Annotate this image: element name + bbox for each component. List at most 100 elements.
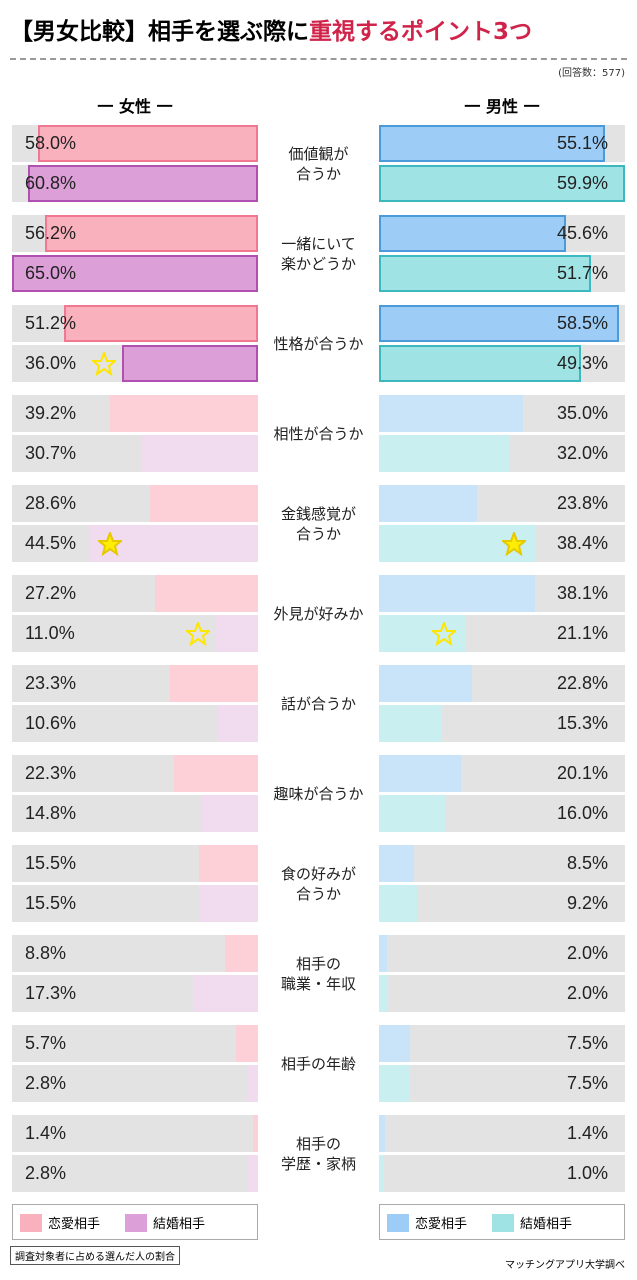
legend-swatch (20, 1214, 42, 1232)
bar (379, 665, 473, 702)
bar (379, 485, 477, 522)
value-label: 35.0% (556, 403, 608, 423)
legend-box (12, 1204, 258, 1240)
bar (141, 435, 258, 472)
legend-label: 結婚相手 (520, 1217, 573, 1232)
bar (224, 935, 258, 972)
value-label: 22.3% (25, 763, 77, 783)
bar-background (12, 1155, 258, 1192)
bar-background (379, 1065, 625, 1102)
bar (27, 165, 258, 202)
bar (121, 345, 258, 382)
bar (247, 1065, 258, 1102)
legend-swatch (492, 1214, 514, 1232)
bar (379, 345, 582, 382)
value-label: 21.1% (556, 623, 608, 643)
category-label: 相手の 職業・年収 (280, 955, 356, 993)
value-label: 7.5% (566, 1073, 608, 1093)
value-label: 1.4% (566, 1123, 608, 1143)
bar-background (12, 1065, 258, 1102)
value-label: 55.1% (556, 133, 608, 153)
bar (45, 215, 258, 252)
bar (379, 1115, 385, 1152)
bar (12, 255, 258, 292)
footnote: 調査対象者に占める選んだ人の割合 (10, 1246, 180, 1265)
bar (169, 665, 258, 702)
star (500, 529, 529, 556)
category-label: 性格が合うか (273, 335, 364, 353)
value-label: 2.8% (25, 1163, 67, 1183)
value-label: 15.3% (556, 713, 608, 733)
legend-label: 結婚相手 (153, 1217, 206, 1232)
bar (379, 705, 442, 742)
legend-swatch (125, 1214, 147, 1232)
value-label: 23.8% (556, 493, 608, 513)
category-label: 食の好みが 合うか (280, 865, 356, 903)
bar-background (379, 1115, 625, 1152)
bar (252, 1115, 258, 1152)
value-label: 36.0% (25, 353, 77, 373)
bar (379, 845, 414, 882)
value-label: 2.0% (566, 943, 608, 963)
divider (10, 58, 627, 60)
bar (109, 395, 258, 432)
value-label: 38.4% (556, 533, 608, 553)
bar-background (12, 1115, 258, 1152)
value-label: 15.5% (25, 853, 77, 873)
bar (379, 215, 566, 252)
value-label: 2.8% (25, 1073, 67, 1093)
bar (149, 485, 258, 522)
legend-label: 恋愛相手 (415, 1217, 468, 1232)
title-highlight: 重視するポイント3つ (309, 19, 533, 45)
value-label: 44.5% (25, 533, 77, 553)
star (429, 619, 458, 646)
value-label: 59.9% (556, 173, 608, 193)
bar (173, 755, 258, 792)
bar (199, 885, 258, 922)
bar (217, 705, 258, 742)
category-label: 趣味が合うか (273, 785, 364, 803)
bar (236, 1025, 258, 1062)
bar (64, 305, 258, 342)
value-label: 5.7% (25, 1033, 67, 1053)
bar (201, 795, 258, 832)
value-label: 11.0% (25, 623, 75, 643)
bar (379, 395, 523, 432)
category-label: 一緒にいて 楽かどうか (280, 235, 356, 273)
panel-title: 一 女性 一 (97, 97, 173, 116)
category-label: 相性が合うか (273, 425, 364, 443)
star (184, 619, 213, 646)
value-label: 17.3% (25, 983, 77, 1003)
value-label: 27.2% (25, 583, 77, 603)
bar-background (379, 975, 625, 1012)
value-label: 28.6% (25, 493, 77, 513)
value-label: 49.3% (556, 353, 608, 373)
bar-background (12, 705, 258, 742)
value-label: 39.2% (25, 403, 77, 423)
legend-swatch (387, 1214, 409, 1232)
bar (379, 575, 536, 612)
category-label: 相手の 学歴・家柄 (280, 1135, 356, 1173)
bar (216, 615, 258, 652)
star-icon (89, 349, 118, 376)
star-icon (500, 529, 529, 556)
bar (379, 795, 445, 832)
bar (379, 435, 511, 472)
bar (379, 125, 605, 162)
value-label: 16.0% (556, 803, 608, 823)
value-label: 38.1% (556, 583, 608, 603)
bar (38, 125, 258, 162)
value-label: 32.0% (556, 443, 608, 463)
legend-box (379, 1204, 625, 1240)
bar (379, 885, 417, 922)
note: (回答数：577) (558, 68, 625, 79)
panel-title: 一 男性 一 (464, 97, 540, 116)
star-icon (429, 619, 458, 646)
star-icon (95, 529, 124, 556)
bar-background (379, 1155, 625, 1192)
bar (379, 1155, 384, 1192)
bar (379, 305, 619, 342)
bar (379, 255, 591, 292)
value-label: 1.0% (566, 1163, 608, 1183)
